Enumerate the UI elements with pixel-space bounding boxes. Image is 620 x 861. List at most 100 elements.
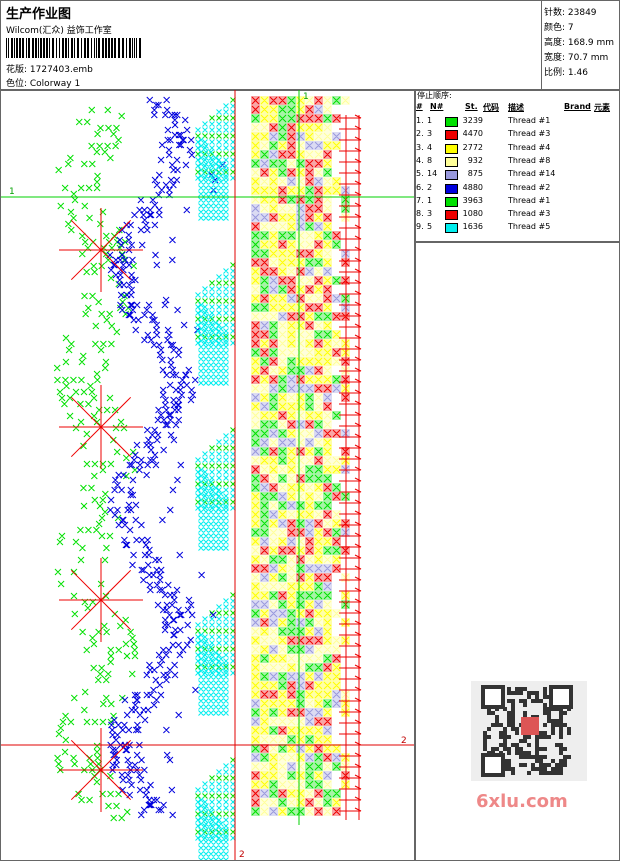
qr-cell xyxy=(535,743,539,747)
qr-cell xyxy=(555,723,559,727)
arrow xyxy=(339,378,362,383)
stitches xyxy=(195,103,236,860)
qr-cell xyxy=(523,703,527,707)
qr-cell xyxy=(543,763,547,767)
stitches xyxy=(251,96,350,816)
star-ray xyxy=(100,769,132,801)
qr-cell xyxy=(547,711,551,715)
qr-cell xyxy=(507,687,511,691)
qr-cell xyxy=(535,751,539,755)
qr-cell xyxy=(519,699,523,703)
divider xyxy=(414,89,416,860)
bar xyxy=(108,38,110,58)
studio: Wilcom(汇众) 益饰工作室 xyxy=(6,26,112,36)
arrow xyxy=(339,323,362,328)
needle: 4 xyxy=(427,142,433,152)
description: Thread #3 xyxy=(508,209,551,219)
description: Thread #14 xyxy=(508,169,556,179)
bar xyxy=(22,38,24,58)
bar xyxy=(26,38,27,58)
qr-cell xyxy=(527,755,531,759)
qr-cell xyxy=(543,767,547,771)
bar xyxy=(56,38,57,58)
description: Thread #5 xyxy=(508,222,551,232)
qr-finder xyxy=(549,685,573,709)
qr-cell xyxy=(507,759,511,763)
stitches: 1636 xyxy=(462,222,483,232)
bar xyxy=(71,38,73,58)
qr-cell xyxy=(507,747,511,751)
qr-cell xyxy=(503,727,507,731)
qr-cell xyxy=(563,747,567,751)
star-ray xyxy=(100,569,132,601)
qr-cell xyxy=(503,743,507,747)
star-ray xyxy=(70,219,102,251)
qr-cell xyxy=(559,719,563,723)
qr-cell xyxy=(523,755,527,759)
arrow xyxy=(339,279,362,284)
arrow xyxy=(339,697,362,702)
qr-cell xyxy=(527,743,531,747)
qr-cell xyxy=(507,715,511,719)
arrow xyxy=(339,444,362,449)
color-swatch xyxy=(445,196,458,207)
arrow xyxy=(339,345,362,350)
bar xyxy=(136,38,137,58)
column-header: 描述 xyxy=(508,103,524,112)
design-preview: 1 1 2 2 xyxy=(1,90,414,860)
description: Thread #1 xyxy=(508,116,551,125)
qr-cell xyxy=(559,723,563,727)
bar xyxy=(52,38,54,58)
needle: 3 xyxy=(427,209,433,219)
qr-cell xyxy=(535,759,539,763)
qr-cell xyxy=(559,759,563,763)
arrow xyxy=(339,521,362,526)
color-swatch xyxy=(445,143,458,154)
star-ray xyxy=(70,569,102,601)
qr-cell xyxy=(491,747,495,751)
qr-cell xyxy=(539,767,543,771)
qr-cell xyxy=(519,755,523,759)
qr-cell xyxy=(483,731,487,735)
arrow xyxy=(339,499,362,504)
description: Thread #1 xyxy=(508,195,551,205)
qr-cell xyxy=(511,715,515,719)
qr-cell xyxy=(511,743,515,747)
qr-cell xyxy=(527,751,531,755)
bar xyxy=(122,38,124,58)
qr-cell xyxy=(563,763,567,767)
qr-cell xyxy=(483,735,487,739)
qr-cell xyxy=(491,711,495,715)
qr-cell xyxy=(523,763,527,767)
qr-cell xyxy=(543,755,547,759)
column-header: N# xyxy=(430,102,444,111)
stitches xyxy=(53,96,350,835)
qr-cell xyxy=(507,767,511,771)
arrow xyxy=(339,334,362,339)
row-index: 9. xyxy=(416,222,424,232)
qr-cell xyxy=(531,699,535,703)
needle: 3 xyxy=(427,129,433,139)
arrow xyxy=(339,455,362,460)
color-swatch xyxy=(445,156,458,167)
arrow xyxy=(339,466,362,471)
qr-cell xyxy=(507,763,511,767)
qr-finder xyxy=(481,753,505,777)
qr-cell xyxy=(563,711,567,715)
guide-label: 2 xyxy=(239,850,245,860)
arrow xyxy=(339,796,362,801)
qr-cell xyxy=(555,771,559,775)
arrow xyxy=(339,213,362,218)
qr-cell xyxy=(519,739,523,743)
stitches: 3239 xyxy=(462,116,483,125)
qr-cell xyxy=(511,771,515,775)
arrow xyxy=(339,191,362,196)
qr-cell xyxy=(559,763,563,767)
arrow xyxy=(339,565,362,570)
qr-cell xyxy=(519,747,523,751)
qr-cell xyxy=(547,771,551,775)
qr-cell xyxy=(543,707,547,711)
qr-cell xyxy=(551,727,555,731)
needle: 1 xyxy=(427,195,433,205)
qr-cell xyxy=(499,731,503,735)
